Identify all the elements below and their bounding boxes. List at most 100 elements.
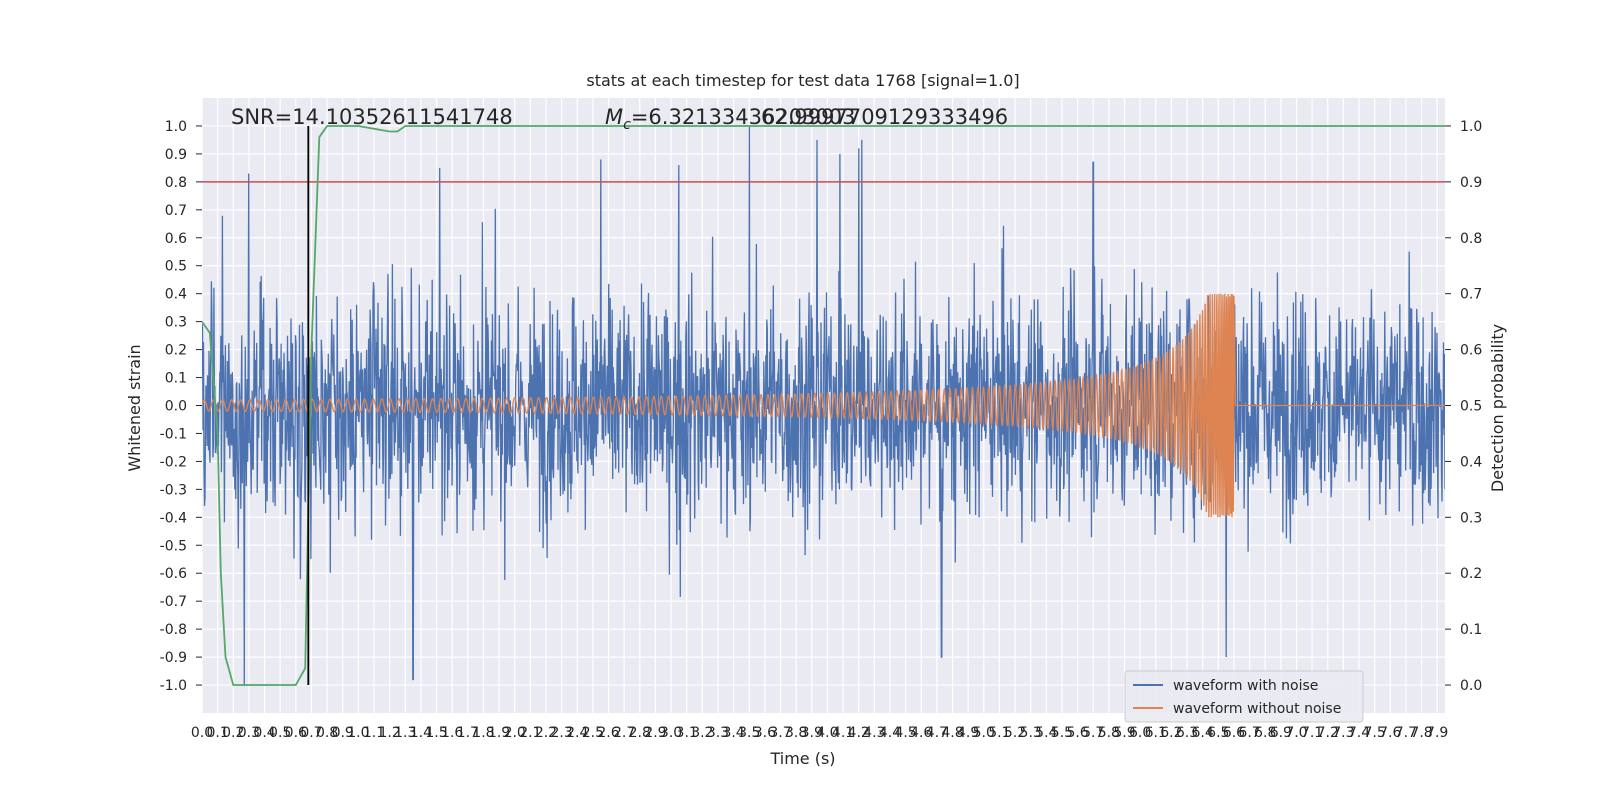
x-tick-label: 2.0 <box>504 725 526 741</box>
x-tick-label: 2.9 <box>644 725 666 741</box>
y-tick-label: -0.8 <box>160 622 187 638</box>
y-tick-label: -0.1 <box>160 426 187 442</box>
x-tick-label: 6.8 <box>1254 725 1276 741</box>
y-tick-label: -0.3 <box>160 482 187 498</box>
y-tick-label: 0.1 <box>165 371 187 387</box>
x-tick-label: 6.0 <box>1129 725 1151 741</box>
x-tick-label: 0.1 <box>207 725 229 741</box>
x-tick-label: 1.9 <box>488 725 510 741</box>
x-tick-label: 4.5 <box>894 725 916 741</box>
x-tick-label: 6.6 <box>1223 725 1245 741</box>
y-tick-label: -0.5 <box>160 538 187 554</box>
x-tick-label: 2.3 <box>550 725 572 741</box>
x-tick-label: 2.6 <box>597 725 619 741</box>
x-tick-label: 7.5 <box>1364 725 1386 741</box>
y-tick-label: -0.4 <box>160 510 187 526</box>
x-tick-label: 1.6 <box>441 725 463 741</box>
x-tick-label: 3.3 <box>707 725 729 741</box>
series-waveform-with-noise <box>202 125 1445 686</box>
y-tick-label: 1.0 <box>165 119 187 135</box>
x-tick-label: 1.5 <box>425 725 447 741</box>
x-tick-label: 3.9 <box>801 725 823 741</box>
x-tick-label: 5.1 <box>988 725 1010 741</box>
x-tick-label: 7.9 <box>1426 725 1448 741</box>
x-tick-label: 0.3 <box>238 725 260 741</box>
series-detection-probability <box>202 125 1445 686</box>
chart-title: stats at each timestep for test data 176… <box>586 71 1019 90</box>
x-tick-label: 2.4 <box>566 725 588 741</box>
x-tick-label: 7.4 <box>1348 725 1370 741</box>
x-tick-label: 0.4 <box>253 725 275 741</box>
x-tick-label: 7.6 <box>1379 725 1401 741</box>
y2-tick-label: 0.9 <box>1460 175 1482 191</box>
x-tick-label: 1.4 <box>410 725 432 741</box>
x-tick-label: 3.8 <box>785 725 807 741</box>
y-tick-label: 0.2 <box>165 343 187 359</box>
x-tick-label: 3.2 <box>691 725 713 741</box>
x-tick-label: 3.6 <box>754 725 776 741</box>
x-tick-label: 6.5 <box>1207 725 1229 741</box>
y2-tick-label: 0.3 <box>1460 510 1482 526</box>
x-tick-label: 6.7 <box>1238 725 1260 741</box>
x-tick-label: 1.3 <box>394 725 416 741</box>
y2-tick-label: 0.7 <box>1460 287 1482 303</box>
x-tick-label: 7.0 <box>1285 725 1307 741</box>
x-tick-label: 6.3 <box>1176 725 1198 741</box>
x-tick-label: 4.0 <box>816 725 838 741</box>
legend-label-clean: waveform without noise <box>1173 701 1341 717</box>
x-tick-label: 3.4 <box>722 725 744 741</box>
y-axis-label: Whitened strain <box>125 344 144 471</box>
x-tick-label: 4.1 <box>832 725 854 741</box>
x-tick-label: 5.4 <box>1035 725 1057 741</box>
x-tick-label: 1.1 <box>363 725 385 741</box>
x-tick-label: 1.8 <box>472 725 494 741</box>
x-tick-label: 1.0 <box>347 725 369 741</box>
x-tick-label: 3.0 <box>660 725 682 741</box>
y-tick-label: 0.9 <box>165 147 187 163</box>
x-tick-label: 4.4 <box>879 725 901 741</box>
y2-tick-label: 0.6 <box>1460 343 1482 359</box>
x-tick-label: 4.2 <box>848 725 870 741</box>
y-tick-label: 0.0 <box>165 399 187 415</box>
y-tick-label: 0.6 <box>165 231 187 247</box>
series-waveform-without-noise <box>202 293 1445 518</box>
x-tick-label: 5.8 <box>1098 725 1120 741</box>
y-tick-label: -1.0 <box>160 678 187 694</box>
x-tick-label: 6.4 <box>1192 725 1214 741</box>
x-tick-label: 2.8 <box>629 725 651 741</box>
x-tick-label: 5.0 <box>973 725 995 741</box>
x-tick-label: 6.2 <box>1160 725 1182 741</box>
x-tick-label: 7.7 <box>1395 725 1417 741</box>
plot-series-group <box>202 125 1445 686</box>
x-tick-label: 7.2 <box>1317 725 1339 741</box>
y2-tick-label: 0.0 <box>1460 678 1482 694</box>
y-tick-label: 0.7 <box>165 203 187 219</box>
x-tick-label: 4.6 <box>910 725 932 741</box>
y2-axis-label: Detection probability <box>1488 324 1507 492</box>
y-tick-label: -0.7 <box>160 594 187 610</box>
y2-tick-label: 0.4 <box>1460 454 1482 470</box>
y-tick-label: 0.8 <box>165 175 187 191</box>
x-tick-label: 0.0 <box>191 725 213 741</box>
legend: waveform with noise waveform without nois… <box>1124 670 1364 723</box>
x-tick-label: 7.3 <box>1332 725 1354 741</box>
x-tick-label: 3.7 <box>769 725 791 741</box>
x-tick-label: 1.2 <box>378 725 400 741</box>
y2-tick-label: 0.5 <box>1460 399 1482 415</box>
x-tick-label: 5.3 <box>1020 725 1042 741</box>
x-tick-label: 7.8 <box>1410 725 1432 741</box>
x-tick-label: 5.5 <box>1051 725 1073 741</box>
x-tick-label: 5.7 <box>1082 725 1104 741</box>
y2-tick-label: 0.1 <box>1460 622 1482 638</box>
x-tick-label: 2.5 <box>582 725 604 741</box>
y-tick-label: -0.6 <box>160 566 187 582</box>
y-tick-label: 0.5 <box>165 259 187 275</box>
x-tick-label: 5.9 <box>1113 725 1135 741</box>
x-tick-label: 0.2 <box>222 725 244 741</box>
x-tick-label: 6.1 <box>1145 725 1167 741</box>
x-tick-label: 4.3 <box>863 725 885 741</box>
x-tick-label: 6.9 <box>1270 725 1292 741</box>
y-tick-label: -0.2 <box>160 454 187 470</box>
x-tick-label: 7.1 <box>1301 725 1323 741</box>
